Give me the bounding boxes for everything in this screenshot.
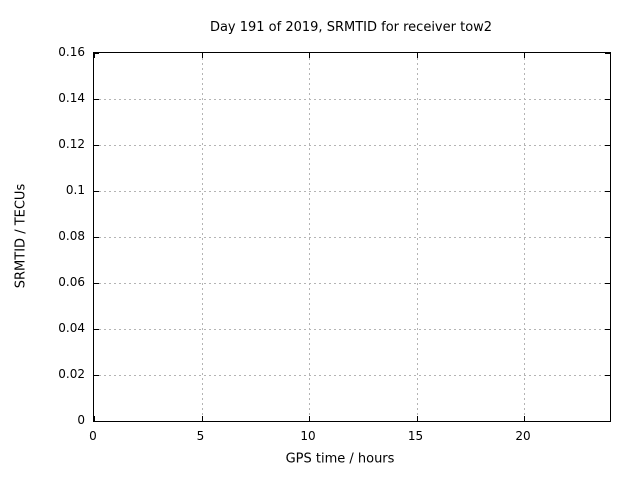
data-point xyxy=(569,259,578,268)
y-tick-mark xyxy=(94,53,99,54)
data-point xyxy=(569,240,578,249)
y-tick-mark xyxy=(94,191,99,192)
y-tick-mark xyxy=(94,329,99,330)
y-tick-label: 0.16 xyxy=(58,45,85,59)
data-point xyxy=(347,358,356,367)
data-point xyxy=(419,309,428,318)
data-point xyxy=(348,290,357,299)
x-tick-label: 0 xyxy=(89,429,97,443)
y-gridline xyxy=(94,99,610,100)
data-point xyxy=(546,279,555,288)
x-tick-mark xyxy=(416,53,418,58)
x-gridline xyxy=(201,53,203,421)
y-tick-label: 0.08 xyxy=(58,229,85,243)
data-point xyxy=(544,184,553,193)
data-point xyxy=(345,302,354,311)
data-point xyxy=(417,180,426,189)
data-point xyxy=(587,339,596,348)
y-tick-mark xyxy=(94,283,99,284)
x-tick-label: 15 xyxy=(407,429,424,443)
data-point xyxy=(347,241,356,250)
data-point xyxy=(412,275,421,284)
data-point xyxy=(418,321,427,330)
y-tick-label: 0 xyxy=(77,413,85,427)
y-tick-label: 0.1 xyxy=(65,183,85,197)
y-tick-mark xyxy=(605,421,610,422)
data-point xyxy=(417,299,426,308)
data-point xyxy=(581,270,590,279)
data-point xyxy=(558,268,567,277)
x-tick-label: 5 xyxy=(196,429,205,443)
plot-area xyxy=(93,52,611,422)
y-tick-mark xyxy=(94,421,99,422)
y-gridline xyxy=(94,375,610,376)
x-tick-mark xyxy=(309,53,310,58)
x-gridline xyxy=(524,53,525,421)
x-tick-mark xyxy=(309,416,310,421)
chart-title: Day 191 of 2019, SRMTID for receiver tow… xyxy=(209,20,493,35)
data-point xyxy=(414,243,423,252)
data-point xyxy=(329,298,338,307)
data-point xyxy=(405,318,414,327)
x-tick-mark xyxy=(524,416,525,421)
data-point xyxy=(363,417,372,426)
data-point xyxy=(419,362,428,371)
x-axis-label: GPS time / hours xyxy=(285,451,395,467)
y-gridline xyxy=(94,145,610,146)
data-point xyxy=(576,367,585,376)
y-tick-mark xyxy=(605,329,610,330)
y-tick-mark xyxy=(94,237,99,238)
x-tick-label: 20 xyxy=(515,429,531,443)
data-point xyxy=(543,263,552,272)
data-point xyxy=(588,300,597,309)
x-gridline xyxy=(309,53,310,421)
x-tick-mark xyxy=(524,53,525,58)
y-tick-label: 0.06 xyxy=(58,275,85,289)
x-tick-mark xyxy=(94,416,95,421)
y-tick-label: 0.02 xyxy=(58,367,85,381)
data-point xyxy=(564,288,573,297)
y-gridline xyxy=(94,237,610,238)
data-point xyxy=(358,250,367,259)
y-tick-mark xyxy=(605,237,610,238)
data-point xyxy=(350,279,359,288)
y-tick-mark xyxy=(605,191,610,192)
data-point xyxy=(340,89,349,98)
y-tick-mark xyxy=(605,145,610,146)
data-point xyxy=(332,288,341,297)
y-tick-mark xyxy=(605,53,610,54)
x-tick-mark xyxy=(416,416,418,421)
data-point xyxy=(417,233,426,242)
y-tick-mark xyxy=(94,145,99,146)
data-point xyxy=(423,417,432,426)
y-tick-mark xyxy=(605,375,610,376)
data-point xyxy=(414,345,423,354)
y-gridline xyxy=(94,329,610,330)
x-tick-mark xyxy=(201,53,203,58)
y-tick-label: 0.04 xyxy=(58,321,85,335)
data-point xyxy=(344,324,353,333)
data-point xyxy=(351,227,360,236)
x-gridline xyxy=(416,53,418,421)
data-point xyxy=(343,185,352,194)
y-tick-label: 0.14 xyxy=(58,91,85,105)
x-tick-mark xyxy=(94,53,95,58)
y-tick-mark xyxy=(94,99,99,100)
x-tick-label: 10 xyxy=(300,429,316,443)
y-gridline xyxy=(94,191,610,192)
y-tick-label: 0.12 xyxy=(58,137,85,151)
y-tick-mark xyxy=(94,375,99,376)
y-tick-mark xyxy=(605,283,610,284)
data-point xyxy=(412,257,421,266)
data-point xyxy=(579,417,588,426)
y-gridline xyxy=(94,283,610,284)
data-point xyxy=(349,210,358,219)
x-tick-mark xyxy=(201,416,203,421)
y-tick-mark xyxy=(605,99,610,100)
data-point xyxy=(567,276,576,285)
data-point xyxy=(570,249,579,258)
